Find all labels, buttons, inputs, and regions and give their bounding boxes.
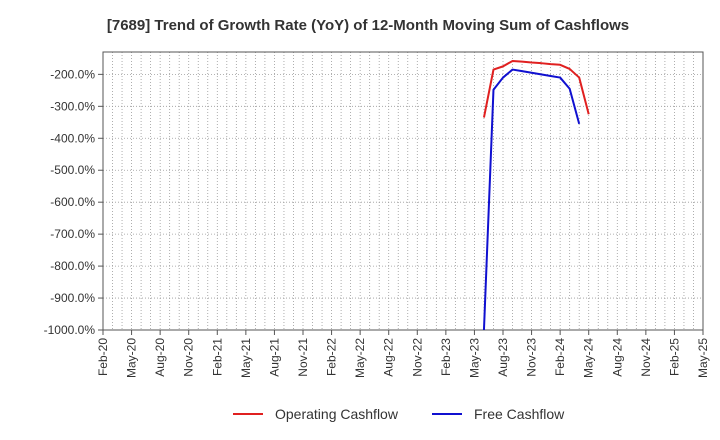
series-lines: [482, 59, 591, 332]
y-tick-label: -300.0%: [50, 99, 95, 113]
x-tick-label: Aug-20: [153, 338, 167, 377]
x-tick-label: Nov-22: [410, 338, 424, 377]
y-tick-label: -700.0%: [50, 227, 95, 241]
x-tick-label: Aug-24: [610, 338, 624, 377]
data-point: [577, 76, 581, 80]
data-point: [482, 328, 486, 332]
legend-label: Free Cashflow: [474, 406, 565, 422]
data-point: [587, 112, 591, 116]
x-tick-label: May-21: [239, 338, 253, 378]
data-point: [520, 60, 524, 64]
data-point: [491, 68, 495, 72]
data-point: [539, 61, 543, 65]
x-tick-label: Nov-23: [525, 338, 539, 377]
x-tick-label: Feb-23: [439, 338, 453, 376]
data-point: [482, 116, 486, 120]
y-tick-label: -800.0%: [50, 259, 95, 273]
x-tick-label: Feb-25: [667, 338, 681, 376]
x-tick-label: Nov-24: [639, 338, 653, 377]
data-point: [501, 76, 505, 80]
x-tick-label: May-25: [696, 338, 710, 378]
x-tick-label: Nov-20: [182, 338, 196, 377]
x-tick-label: Aug-23: [496, 338, 510, 377]
x-tick-label: Feb-22: [325, 338, 339, 376]
grid: [103, 52, 703, 331]
data-point: [549, 74, 553, 78]
data-point: [530, 61, 534, 65]
data-point: [549, 62, 553, 66]
data-point: [577, 122, 581, 126]
data-point: [520, 69, 524, 73]
y-tick-label: -900.0%: [50, 291, 95, 305]
x-tick-label: Aug-22: [382, 338, 396, 377]
data-point: [558, 63, 562, 67]
y-tick-label: -600.0%: [50, 195, 95, 209]
chart-title: [7689] Trend of Growth Rate (YoY) of 12-…: [107, 17, 629, 34]
y-tick-label: -200.0%: [50, 67, 95, 81]
data-point: [511, 59, 515, 63]
x-tick-label: Aug-21: [267, 338, 281, 377]
x-tick-label: May-23: [467, 338, 481, 378]
x-tick-label: Feb-21: [210, 338, 224, 376]
data-point: [568, 87, 572, 91]
series-line-1: [482, 68, 581, 331]
x-tick-label: Feb-24: [553, 338, 567, 376]
x-tick-label: Nov-21: [296, 338, 310, 377]
x-axis-ticks: Feb-20 May-20 Aug-20 Nov-20 Feb-21 May-21 Aug-…: [96, 330, 710, 378]
data-point: [511, 68, 515, 72]
plot-area-frame: [102, 51, 704, 331]
series-line-0: [482, 59, 590, 118]
y-tick-label: -400.0%: [50, 131, 95, 145]
y-tick-label: -500.0%: [50, 163, 95, 177]
legend-label: Operating Cashflow: [275, 406, 399, 422]
x-tick-label: May-20: [125, 338, 139, 378]
data-point: [558, 76, 562, 80]
x-tick-label: May-24: [582, 338, 596, 378]
legend: Operating Cashflow Free Cashflow: [233, 406, 565, 422]
y-tick-label: -1000.0%: [44, 323, 96, 337]
data-point: [530, 71, 534, 75]
data-point: [491, 88, 495, 92]
y-axis-ticks: -200.0% -300.0% -400.0% -500.0% -600.0% -700.…: [44, 67, 103, 337]
data-point: [501, 64, 505, 68]
data-point: [568, 67, 572, 71]
x-tick-label: Feb-20: [96, 338, 110, 376]
data-point: [539, 72, 543, 76]
x-tick-label: May-22: [353, 338, 367, 378]
